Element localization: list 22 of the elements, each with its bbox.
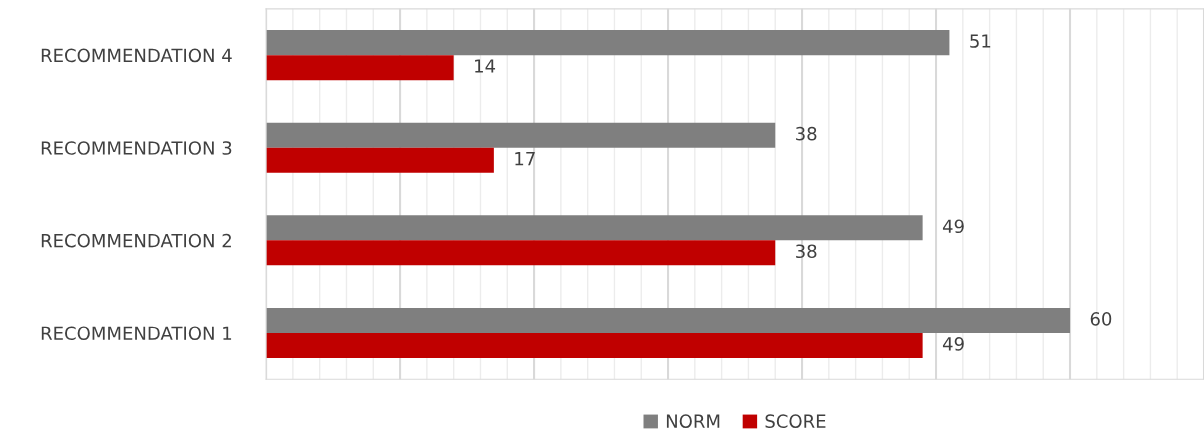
legend-label: SCORE xyxy=(765,414,826,429)
data-label: 60 xyxy=(1090,312,1112,326)
data-label: 17 xyxy=(515,152,535,166)
data-label: 49 xyxy=(942,219,964,234)
bar xyxy=(266,30,950,56)
data-label: 51 xyxy=(970,34,991,48)
y-tick-label: RECOMMENDATION 4 xyxy=(41,48,232,63)
y-tick-label: RECOMMENDATION 2 xyxy=(41,233,231,248)
data-label: 38 xyxy=(796,126,817,141)
bar xyxy=(266,147,494,173)
y-tick-label: RECOMMENDATION 1 xyxy=(41,326,232,341)
y-tick-label: RECOMMENDATION 3 xyxy=(41,141,232,155)
data-label: 49 xyxy=(942,337,964,351)
bar xyxy=(266,307,1071,333)
data-label: 38 xyxy=(796,244,817,259)
data-label: 14 xyxy=(475,59,496,73)
bar xyxy=(266,55,454,81)
bar xyxy=(266,240,776,266)
bar xyxy=(266,122,776,148)
bar xyxy=(266,215,923,241)
legend-label: NORM xyxy=(666,414,720,429)
bar xyxy=(266,332,923,358)
